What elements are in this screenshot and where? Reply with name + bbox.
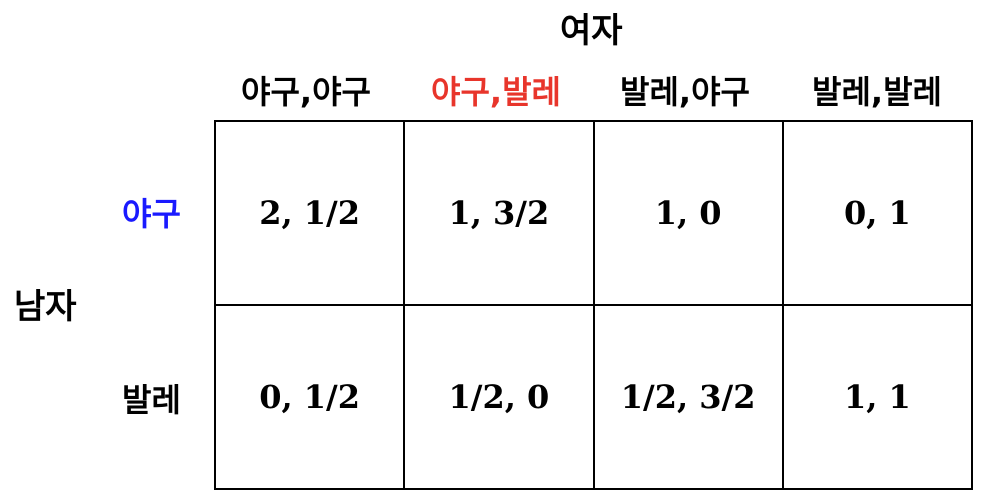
payoff-cell: 1/2, 3/2 bbox=[592, 304, 784, 490]
payoff-cell: 0, 1/2 bbox=[213, 304, 406, 490]
payoff-cell: 1, 3/2 bbox=[403, 120, 595, 306]
payoff-cell: 1/2, 0 bbox=[403, 304, 595, 490]
payoff-row-1: 2, 1/2 1, 3/2 1, 0 0, 1 bbox=[213, 120, 974, 306]
column-strategy-1: 야구,야구 bbox=[241, 73, 371, 111]
payoff-row-2: 0, 1/2 1/2, 0 1/2, 3/2 1, 1 bbox=[213, 304, 974, 490]
payoff-cell: 1, 1 bbox=[781, 304, 974, 490]
payoff-matrix: 2, 1/2 1, 3/2 1, 0 0, 1 0, 1/2 1/2, 0 1/… bbox=[213, 120, 974, 490]
column-strategy-2: 야구,발레 bbox=[431, 73, 561, 111]
row-strategy-2: 발레 bbox=[122, 381, 181, 419]
row-player-label: 남자 bbox=[14, 287, 77, 327]
column-strategy-3: 발레,야구 bbox=[620, 73, 750, 111]
column-strategy-4: 발레,발레 bbox=[812, 73, 942, 111]
payoff-cell: 1, 0 bbox=[592, 120, 784, 306]
column-player-label: 여자 bbox=[560, 11, 623, 51]
payoff-cell: 2, 1/2 bbox=[213, 120, 406, 306]
payoff-cell: 0, 1 bbox=[781, 120, 974, 306]
row-strategy-1: 야구 bbox=[122, 195, 181, 233]
